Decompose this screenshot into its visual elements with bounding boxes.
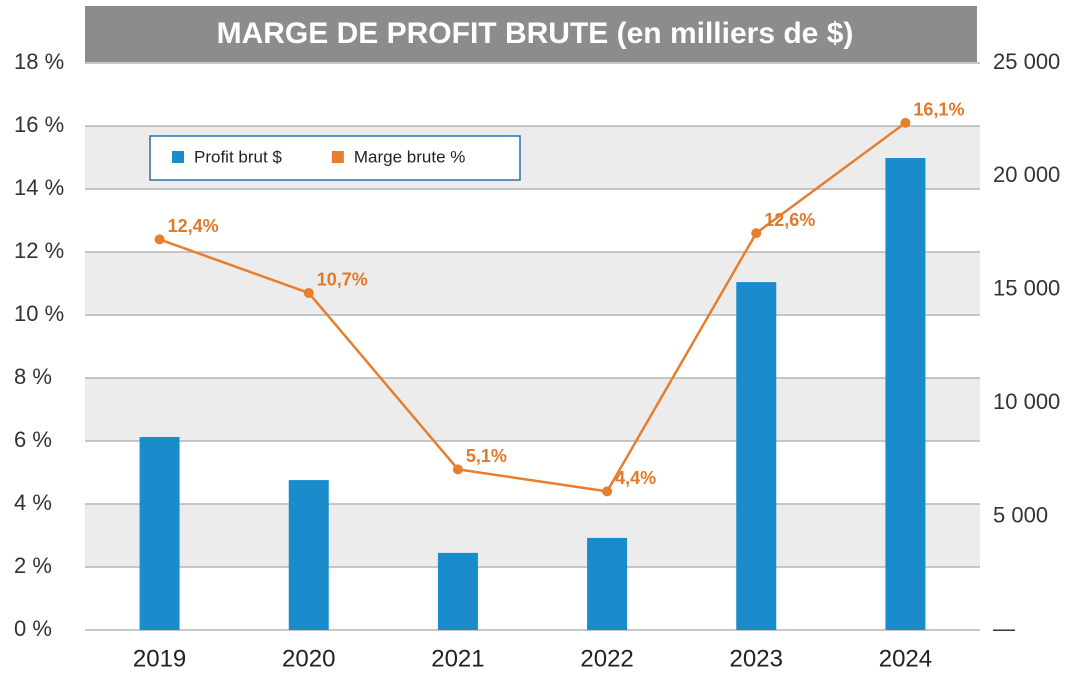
data-label: 10,7% [317, 270, 368, 290]
point [452, 464, 463, 475]
bar [139, 436, 180, 630]
point [303, 287, 314, 298]
data-label: 16,1% [913, 100, 964, 120]
title-band [85, 6, 977, 62]
point [154, 234, 165, 245]
y-tick-label: 12 % [14, 238, 64, 263]
bar [288, 480, 329, 630]
bar [885, 158, 926, 630]
data-label: 12,6% [764, 210, 815, 230]
legend-swatch [172, 151, 184, 163]
legend-label: Profit brut $ [194, 147, 282, 166]
point [602, 486, 613, 497]
y-tick-label: 0 % [14, 616, 52, 641]
y-tick-label: 14 % [14, 175, 64, 200]
bar [587, 537, 628, 630]
point [900, 117, 911, 128]
y2-tick-label: — [993, 616, 1015, 641]
bar [437, 552, 478, 630]
bar [736, 282, 777, 630]
band [85, 504, 980, 567]
chart-title: MARGE DE PROFIT BRUTE (en milliers de $) [217, 17, 854, 50]
y2-tick-label: 15 000 [993, 276, 1060, 301]
y2-tick-label: 25 000 [993, 49, 1060, 74]
x-tick-label: 2021 [431, 645, 484, 672]
data-label: 4,4% [615, 468, 656, 488]
band [85, 378, 980, 441]
x-tick-label: 2019 [133, 645, 186, 672]
y-tick-label: 4 % [14, 490, 52, 515]
y2-tick-label: 5 000 [993, 502, 1048, 527]
x-tick-label: 2020 [282, 645, 335, 672]
legend-swatch [331, 151, 344, 163]
y-tick-label: 6 % [14, 427, 52, 452]
data-label: 5,1% [466, 446, 507, 466]
x-tick-label: 2022 [580, 645, 633, 672]
y-tick-label: 16 % [14, 112, 64, 137]
y-tick-label: 8 % [14, 364, 52, 389]
y2-tick-label: 10 000 [993, 389, 1060, 414]
line [159, 121, 907, 493]
y2-tick-label: 20 000 [993, 162, 1060, 187]
y-tick-label: 18 % [14, 49, 64, 74]
y-tick-label: 10 % [14, 301, 64, 326]
legend-label: Marge brute % [354, 147, 466, 166]
x-tick-label: 2024 [879, 645, 932, 672]
x-tick-label: 2023 [730, 645, 783, 672]
point [751, 228, 762, 239]
y-tick-label: 2 % [14, 553, 52, 578]
data-label: 12,4% [168, 216, 219, 236]
band [85, 252, 980, 315]
